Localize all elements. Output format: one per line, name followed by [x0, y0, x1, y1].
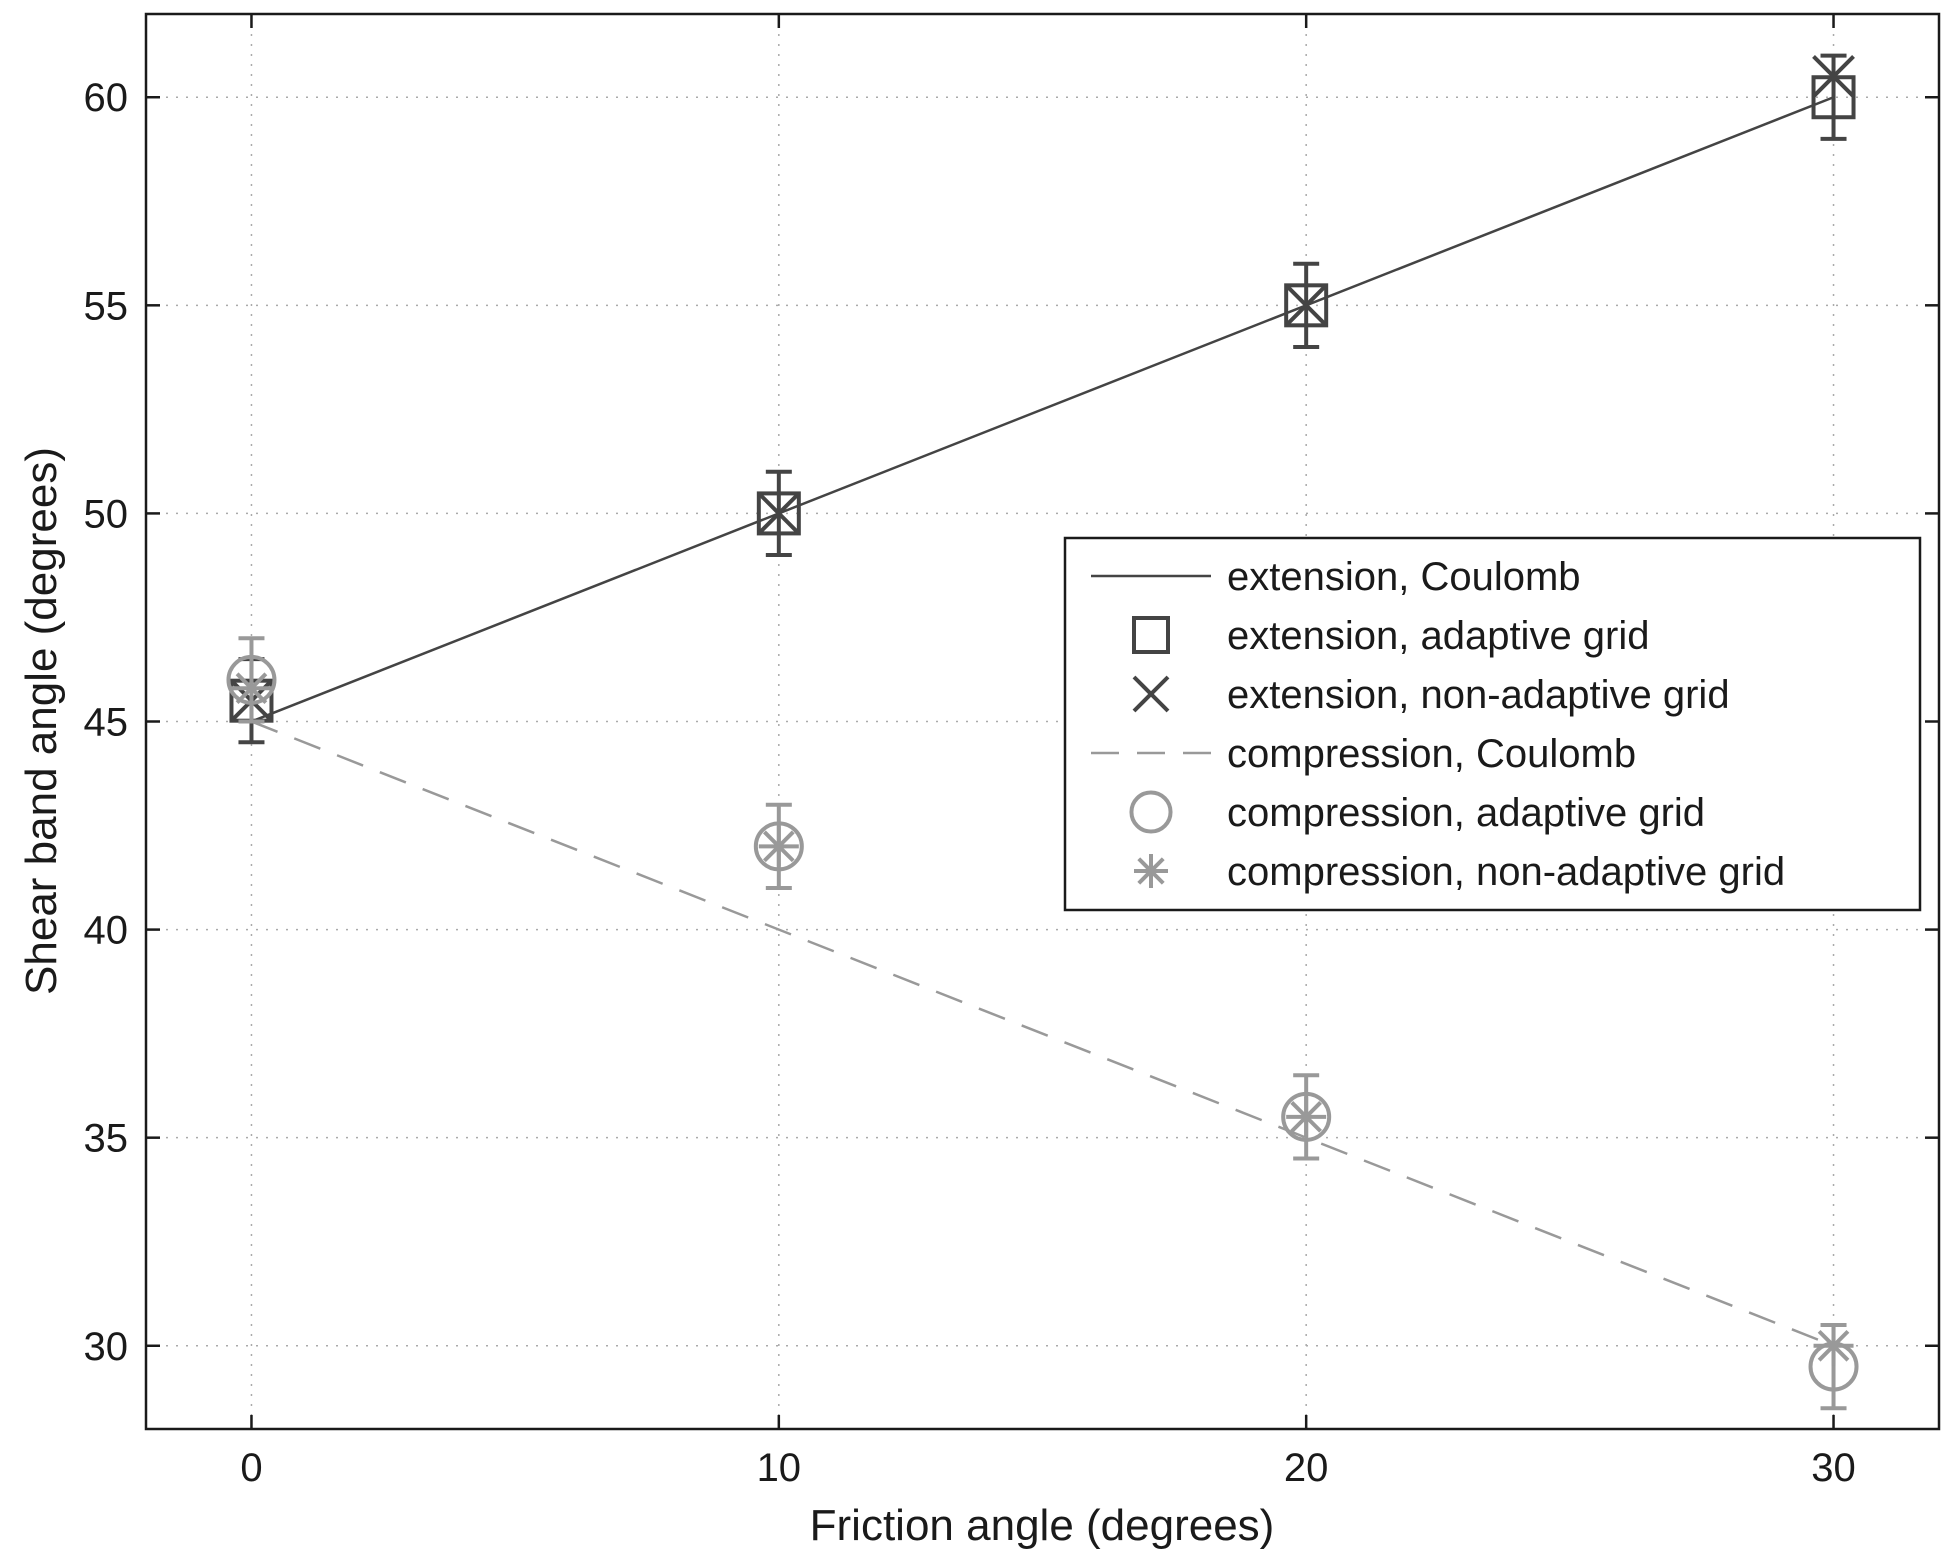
- legend-entry: compression, Coulomb: [1091, 732, 1636, 776]
- asterisk-marker-stroke: [1817, 1329, 1850, 1362]
- series-0: [251, 96, 1834, 723]
- legend-marker-swatch: [1129, 790, 1173, 834]
- legend-label: extension, adaptive grid: [1227, 614, 1650, 658]
- series-line: [251, 720, 1834, 1347]
- series-5: [231, 668, 1854, 1366]
- legend-label: compression, non-adaptive grid: [1227, 850, 1785, 894]
- x-tick-label: 10: [757, 1446, 802, 1490]
- legend-entry: extension, non-adaptive grid: [1132, 673, 1730, 717]
- axis-ticks: 0 10 20 30 30 35 40 45 50 55 60: [84, 14, 1939, 1490]
- square-marker-shape: [1132, 616, 1170, 654]
- legend-marker-swatch: [1132, 616, 1170, 654]
- data-point: [1281, 1091, 1332, 1142]
- legend-entry: extension, adaptive grid: [1132, 614, 1650, 658]
- legend-label: compression, Coulomb: [1227, 732, 1636, 776]
- data-point: [1812, 55, 1855, 98]
- asterisk-marker-stroke: [235, 672, 268, 705]
- legend-marker-swatch: [1134, 854, 1168, 888]
- y-tick-label: 50: [84, 492, 129, 536]
- data-point: [757, 491, 801, 535]
- legend-entry: compression, adaptive grid: [1129, 790, 1705, 835]
- x-marker-stroke: [1812, 55, 1855, 98]
- data-point: [758, 826, 799, 867]
- x-tick-label: 0: [240, 1446, 262, 1490]
- circle-marker-shape: [1281, 1091, 1332, 1142]
- legend-label: extension, Coulomb: [1227, 555, 1581, 599]
- x-marker-stroke: [1284, 283, 1328, 327]
- data-point: [231, 668, 272, 709]
- data-point: [1286, 1096, 1327, 1137]
- legend: extension, Coulomb extension, adaptive gr…: [1063, 536, 1922, 912]
- y-tick-label: 35: [84, 1117, 129, 1161]
- y-tick-label: 30: [84, 1325, 129, 1369]
- plot-series: [226, 53, 1859, 1411]
- asterisk-marker-stroke: [763, 830, 795, 863]
- data-point: [753, 821, 804, 872]
- x-marker-stroke: [1132, 675, 1170, 713]
- legend-label: extension, non-adaptive grid: [1227, 673, 1730, 717]
- series-line: [251, 96, 1834, 723]
- data-point: [1284, 283, 1328, 327]
- y-tick-label: 60: [84, 76, 129, 120]
- square-marker-shape: [756, 491, 801, 536]
- y-tick-label: 55: [84, 284, 129, 328]
- legend-entry: compression, non-adaptive grid: [1134, 850, 1785, 894]
- legend-label: compression, adaptive grid: [1227, 791, 1705, 835]
- legend-box: [1063, 536, 1922, 912]
- legend-marker-swatch: [1132, 675, 1170, 713]
- series-3: [251, 720, 1834, 1347]
- square-marker-shape: [1284, 283, 1329, 328]
- asterisk-marker-stroke: [1290, 1101, 1322, 1133]
- data-point: [756, 491, 801, 536]
- circle-marker-shape: [753, 821, 804, 872]
- data-point: [1284, 283, 1329, 328]
- series-4: [226, 636, 1859, 1411]
- legend-entry: extension, Coulomb: [1091, 555, 1581, 599]
- asterisk-marker-stroke: [1137, 857, 1165, 885]
- y-tick-label: 45: [84, 701, 129, 745]
- x-axis-label: Friction angle (degrees): [810, 1501, 1275, 1550]
- data-point: [1813, 1325, 1854, 1366]
- y-tick-label: 40: [84, 909, 129, 953]
- x-tick-label: 30: [1811, 1446, 1856, 1490]
- circle-marker-shape: [1129, 790, 1173, 834]
- x-tick-label: 20: [1284, 1446, 1329, 1490]
- y-axis-label: Shear band angle (degrees): [17, 447, 66, 995]
- x-marker-stroke: [757, 491, 801, 535]
